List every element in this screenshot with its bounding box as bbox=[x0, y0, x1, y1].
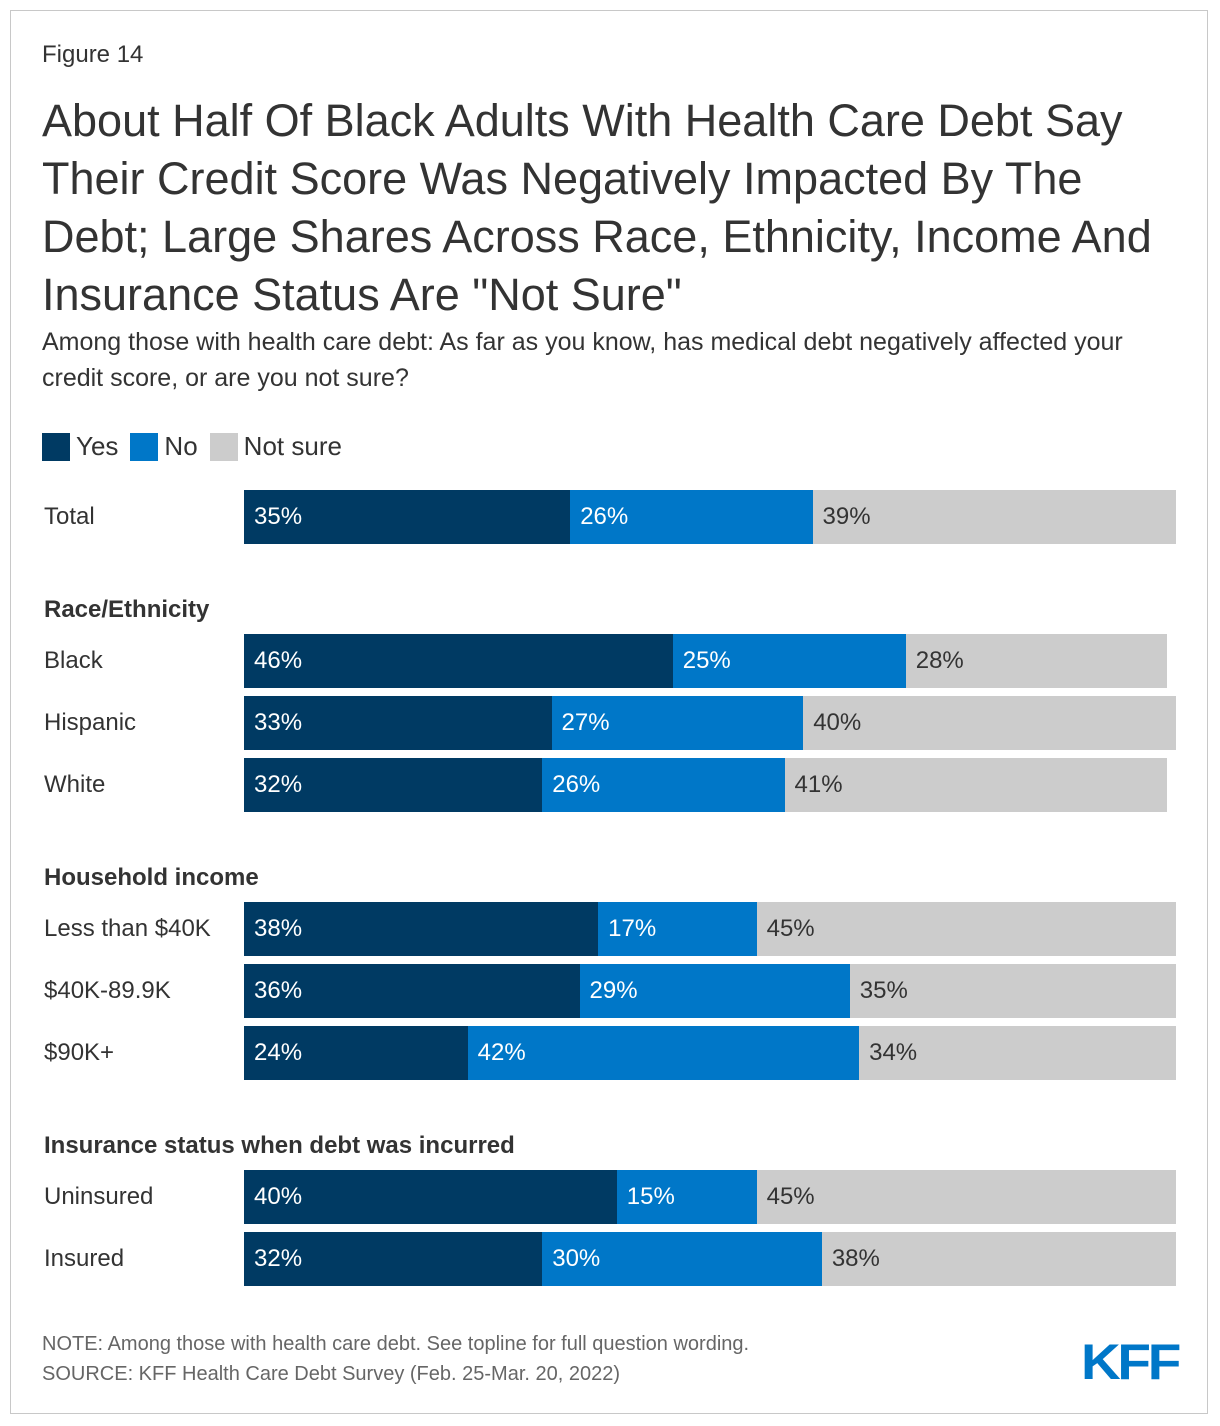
kff-logo: KFF bbox=[1081, 1334, 1181, 1390]
legend-label: Yes bbox=[76, 431, 119, 461]
category-label: $90K+ bbox=[44, 1039, 115, 1066]
category-label: White bbox=[44, 771, 106, 798]
legend-swatch-not-sure bbox=[209, 432, 238, 461]
footnote: NOTE: Among those with health care debt.… bbox=[42, 1329, 749, 1389]
bar-segment-yes: 24% bbox=[244, 1026, 468, 1080]
chart-frame: Figure 14 About Half Of Black Adults Wit… bbox=[10, 10, 1208, 1414]
chart-subtitle: Among those with health care debt: As fa… bbox=[42, 328, 1123, 392]
bar-segment-no: 17% bbox=[598, 902, 757, 956]
bar-segment-not-sure: 41% bbox=[784, 758, 1167, 812]
bar-segment-not-sure: 34% bbox=[859, 1026, 1176, 1080]
category-label: Less than $40K bbox=[44, 915, 211, 942]
category-label: Total bbox=[44, 503, 95, 530]
bar-segment-not-sure: 39% bbox=[812, 490, 1176, 544]
bar-segment-yes: 36% bbox=[244, 964, 580, 1018]
bar-segment-yes: 33% bbox=[244, 696, 552, 750]
chart-title: About Half Of Black Adults With Health C… bbox=[42, 95, 1152, 320]
bar-segment-yes: 32% bbox=[244, 1232, 543, 1286]
bar-segment-no: 30% bbox=[542, 1232, 822, 1286]
legend-swatch-no bbox=[130, 432, 159, 461]
bar-segment-not-sure: 45% bbox=[756, 1170, 1176, 1224]
legend-item-not-sure: Not sure bbox=[209, 431, 342, 462]
bar-segment-no: 29% bbox=[579, 964, 850, 1018]
category-label: $40K-89.9K bbox=[44, 977, 171, 1004]
bar-segment-yes: 35% bbox=[244, 490, 571, 544]
figure-label: Figure 14 bbox=[42, 41, 144, 68]
bar-segment-not-sure: 38% bbox=[821, 1232, 1176, 1286]
group-header: Insurance status when debt was incurred bbox=[44, 1132, 515, 1159]
category-label: Hispanic bbox=[44, 709, 137, 736]
bar-segment-yes: 46% bbox=[244, 634, 673, 688]
bar-segment-yes: 32% bbox=[244, 758, 543, 812]
bar-segment-yes: 38% bbox=[244, 902, 599, 956]
bar-segment-no: 26% bbox=[570, 490, 813, 544]
legend-item-yes: Yes bbox=[42, 431, 118, 462]
legend: Yes No Not sure bbox=[42, 431, 354, 462]
bar-segment-not-sure: 40% bbox=[803, 696, 1176, 750]
category-label: Uninsured bbox=[44, 1183, 154, 1210]
bar-segment-no: 27% bbox=[551, 696, 804, 750]
bar-segment-yes: 40% bbox=[244, 1170, 617, 1224]
source-text: SOURCE: KFF Health Care Debt Survey (Feb… bbox=[42, 1363, 620, 1385]
note-text: NOTE: Among those with health care debt.… bbox=[42, 1333, 750, 1355]
group-header: Race/Ethnicity bbox=[44, 596, 210, 623]
bar-segment-no: 15% bbox=[616, 1170, 757, 1224]
legend-swatch-yes bbox=[42, 432, 70, 461]
category-label: Insured bbox=[44, 1245, 125, 1272]
category-label: Black bbox=[44, 647, 103, 674]
bar-segment-not-sure: 45% bbox=[756, 902, 1176, 956]
legend-label: Not sure bbox=[243, 431, 342, 461]
group-header: Household income bbox=[44, 864, 259, 891]
bar-segment-not-sure: 35% bbox=[849, 964, 1176, 1018]
bar-segment-not-sure: 28% bbox=[905, 634, 1167, 688]
legend-label: No bbox=[164, 431, 198, 461]
bar-segment-no: 25% bbox=[672, 634, 906, 688]
bar-segment-no: 42% bbox=[467, 1026, 860, 1080]
bar-segment-no: 26% bbox=[542, 758, 785, 812]
legend-item-no: No bbox=[130, 431, 198, 462]
